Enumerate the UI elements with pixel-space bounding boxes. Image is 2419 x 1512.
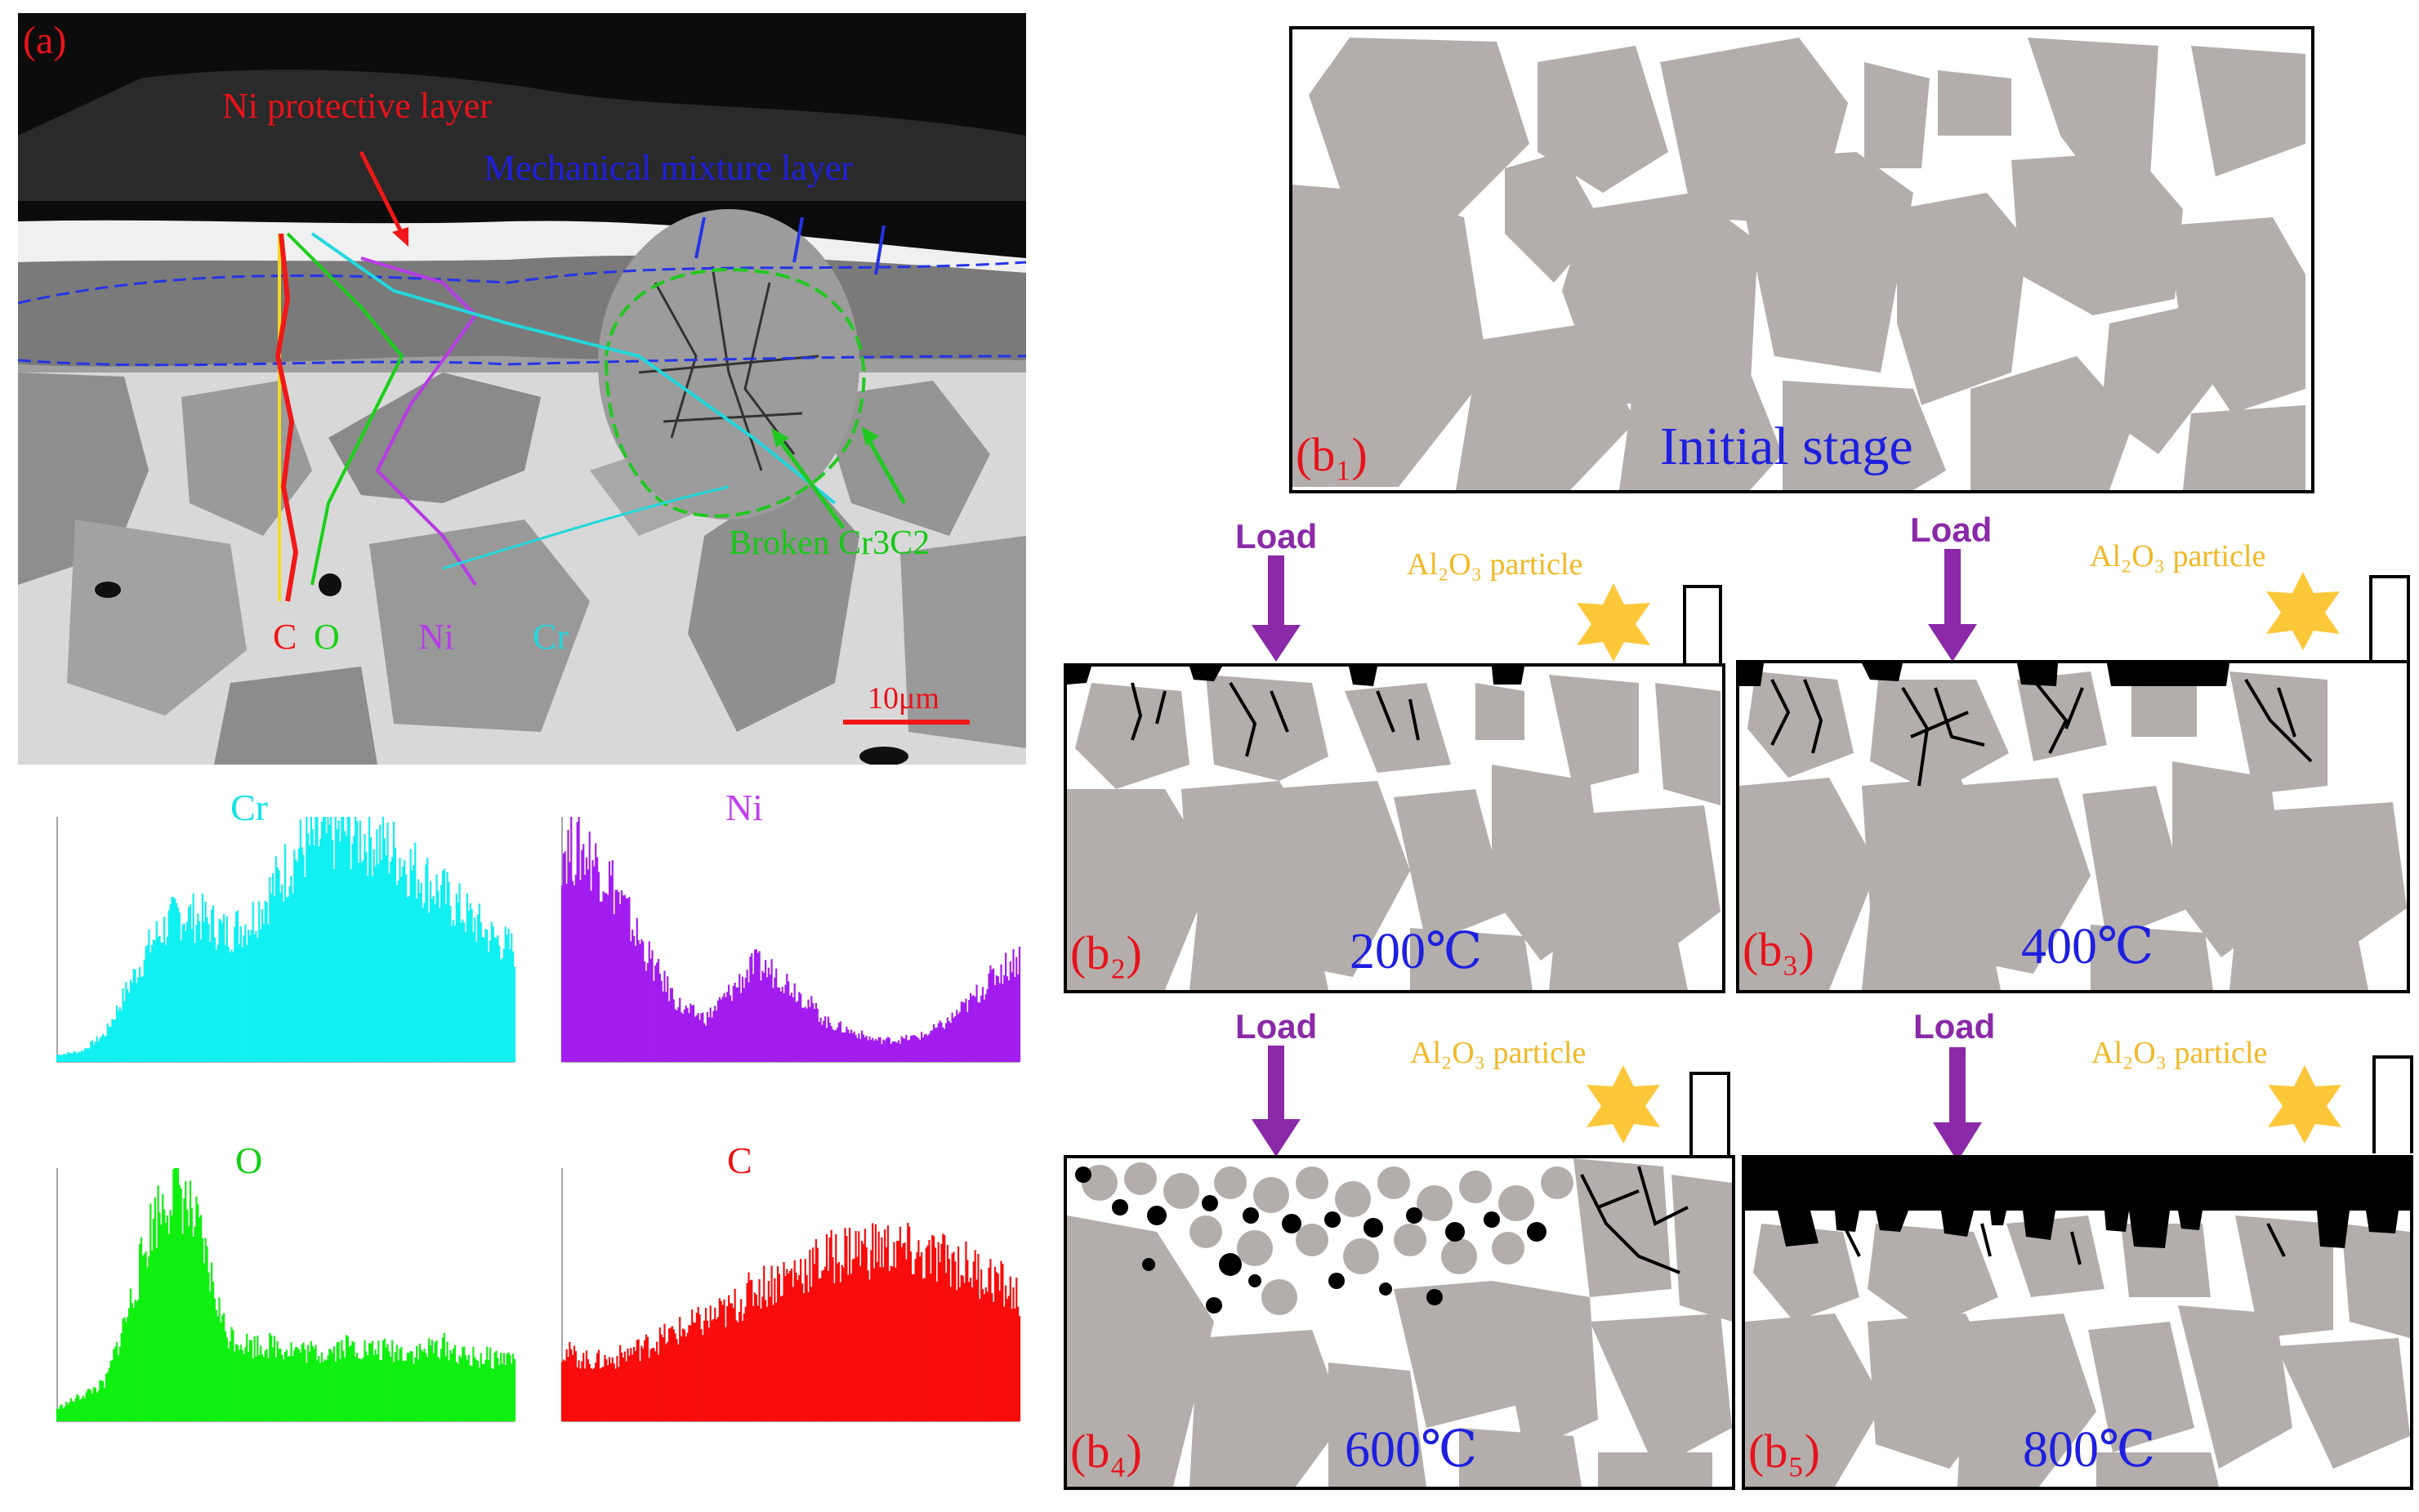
element-ni-label: Ni (418, 617, 454, 657)
broken-label: Broken Cr3C2 (729, 524, 931, 562)
b3-load-label: Load (1910, 511, 1993, 549)
chart-ni-title: Ni (725, 787, 763, 828)
panel-b2-wrap: Load Al₂O₃ particle (1064, 515, 1734, 997)
b2-load-arrow (1252, 555, 1301, 662)
element-c-label: C (273, 617, 297, 657)
chart-cr-title: Cr (230, 787, 268, 828)
sem-image-graphic (18, 13, 1026, 765)
b3-tab (2369, 575, 2410, 667)
panel-b5: (b₅) 800℃ (1742, 1155, 2413, 1490)
b2-al2o3-label: Al₂O₃ particle (1407, 547, 1583, 582)
b4-temp: 600℃ (1345, 1422, 1478, 1478)
b4-tag: (b₄) (1070, 1425, 1142, 1478)
b5-grains (1745, 1158, 2410, 1487)
b5-tab (2372, 1055, 2413, 1153)
chart-o-title: O (235, 1140, 263, 1181)
chart-o: O (25, 1135, 523, 1462)
panel-b1: (b₁) Initial stage (1289, 26, 2314, 493)
element-o-label: O (314, 617, 340, 657)
ni-layer-label: Ni protective layer (222, 86, 492, 126)
b4-load-label: Load (1235, 1007, 1318, 1046)
b2-tag: (b₂) (1070, 926, 1142, 979)
b5-load-label: Load (1913, 1007, 1996, 1046)
b2-load-label: Load (1235, 517, 1318, 555)
b3-load-arrow (1928, 549, 1977, 662)
b4-star-icon (1587, 1065, 1660, 1144)
b5-load-arrow (1933, 1047, 1982, 1162)
b1-grains (1292, 38, 2305, 490)
b2-tab (1683, 585, 1722, 670)
chart-series (56, 1168, 516, 1421)
panel-b4-wrap: Load Al₂O₃ particle (1064, 1005, 1742, 1495)
chart-ni: Ni (529, 784, 1028, 1103)
chart-series (560, 1222, 1021, 1421)
element-cr-label: Cr (533, 617, 569, 657)
chart-series (560, 817, 1021, 1062)
b5-star-icon (2268, 1065, 2341, 1144)
sem-image: (a) Ni protective layer Mechanical mixtu… (18, 13, 1026, 765)
b4-grains (1067, 1158, 1732, 1487)
b1-tag: (b₁) (1296, 428, 1368, 481)
b4-al2o3-label: Al₂O₃ particle (1410, 1036, 1587, 1070)
panel-b3: (b₃) 400℃ (1736, 660, 2410, 993)
b5-al2o3-label: Al₂O₃ particle (2091, 1036, 2268, 1070)
scale-label: 10μm (868, 681, 939, 716)
b2-grains (1067, 667, 1721, 990)
b3-temp: 400℃ (2021, 919, 2154, 975)
panel-b5-wrap: Load Al₂O₃ particle (1740, 1005, 2418, 1495)
b3-al2o3-label: Al₂O₃ particle (2090, 539, 2266, 573)
b3-star-icon (2266, 572, 2340, 650)
b5-temp: 800℃ (2023, 1422, 2156, 1478)
panel-a-tag: (a) (23, 19, 67, 62)
panel-b3-wrap: Load Al₂O₃ particle (1738, 506, 2417, 997)
chart-cr: Cr (25, 784, 523, 1103)
b1-caption: Initial stage (1660, 417, 1913, 476)
chart-series (56, 817, 516, 1062)
mixture-layer-label: Mechanical mixture layer (484, 148, 854, 188)
chart-c-title: C (727, 1140, 752, 1181)
panel-b4: (b₄) 600℃ (1064, 1155, 1735, 1490)
panel-b2: (b₂) 200℃ (1064, 663, 1725, 993)
b4-load-arrow (1252, 1046, 1301, 1157)
b2-star-icon (1577, 583, 1650, 662)
b3-grains (1739, 663, 2407, 990)
b3-tag: (b₃) (1743, 923, 1814, 976)
chart-c: C (529, 1135, 1028, 1462)
b4-tab (1689, 1072, 1730, 1160)
b2-temp: 200℃ (1350, 924, 1483, 979)
b5-tag: (b₅) (1748, 1425, 1820, 1478)
